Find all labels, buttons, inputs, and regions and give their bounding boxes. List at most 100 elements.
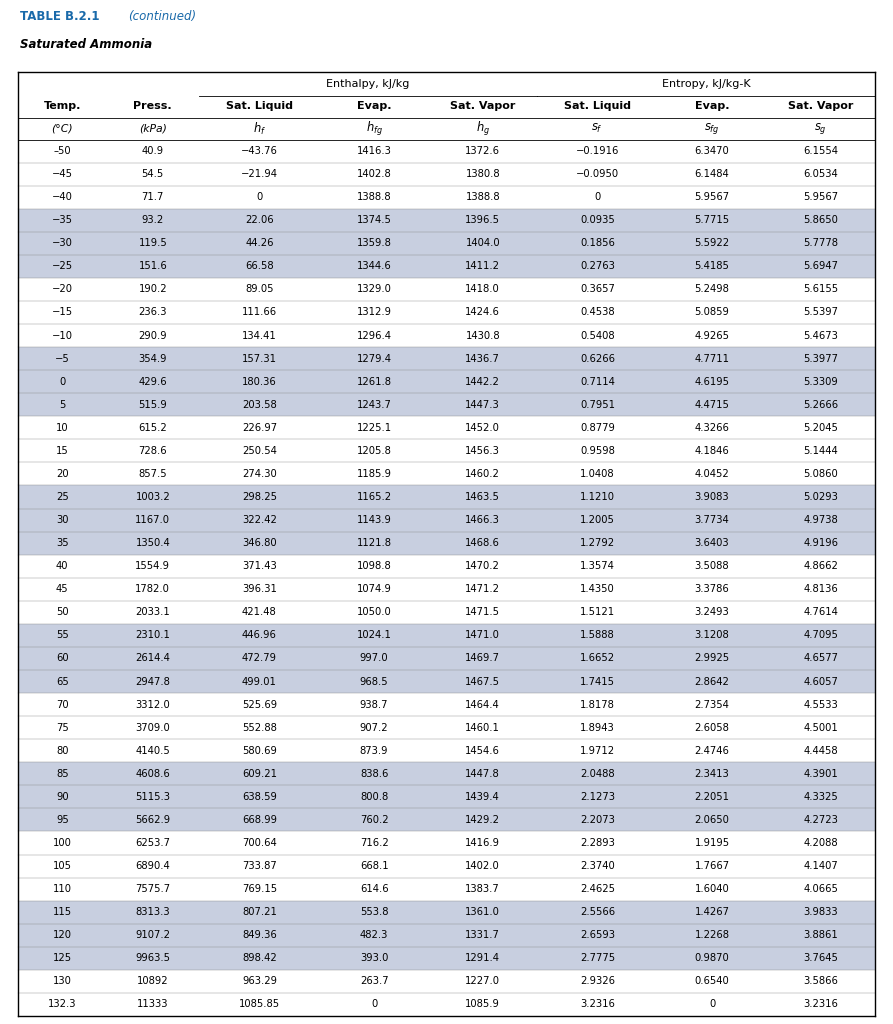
Text: −43.76: −43.76: [241, 146, 278, 156]
Text: 1374.5: 1374.5: [356, 215, 391, 225]
Text: 968.5: 968.5: [360, 677, 388, 686]
Text: 4.9738: 4.9738: [804, 515, 838, 525]
Text: 90: 90: [56, 792, 69, 802]
Text: 119.5: 119.5: [138, 239, 167, 248]
Text: 1442.2: 1442.2: [465, 377, 500, 387]
Text: 85: 85: [56, 769, 69, 779]
Text: 180.36: 180.36: [242, 377, 277, 387]
Text: 5.0860: 5.0860: [804, 469, 838, 479]
Text: 5.0859: 5.0859: [695, 307, 730, 317]
Text: 55: 55: [56, 631, 69, 640]
Text: 1312.9: 1312.9: [356, 307, 391, 317]
Text: 1468.6: 1468.6: [465, 539, 500, 548]
Text: 322.42: 322.42: [242, 515, 277, 525]
Text: 4.2723: 4.2723: [803, 815, 839, 825]
Text: 1460.2: 1460.2: [465, 469, 500, 479]
Text: 1227.0: 1227.0: [465, 977, 500, 986]
Bar: [18, 509, 875, 531]
Text: 0: 0: [59, 377, 65, 387]
Text: 20: 20: [56, 469, 69, 479]
Text: 5.8650: 5.8650: [803, 215, 839, 225]
Text: 1.6652: 1.6652: [580, 653, 615, 664]
Text: 89.05: 89.05: [246, 285, 273, 295]
Text: 1430.8: 1430.8: [465, 331, 500, 341]
Text: 50: 50: [56, 607, 69, 617]
Text: 4.6195: 4.6195: [695, 377, 730, 387]
Text: 1167.0: 1167.0: [135, 515, 171, 525]
Text: 1143.9: 1143.9: [356, 515, 391, 525]
Text: 760.2: 760.2: [360, 815, 388, 825]
Text: $h_f$: $h_f$: [253, 121, 266, 136]
Text: 120: 120: [53, 930, 71, 940]
Text: 274.30: 274.30: [242, 469, 277, 479]
Text: 1416.9: 1416.9: [465, 838, 500, 848]
Text: 3.7645: 3.7645: [803, 953, 839, 964]
Text: 1439.4: 1439.4: [465, 792, 500, 802]
Text: 5: 5: [59, 399, 65, 410]
Text: 5.3977: 5.3977: [803, 353, 839, 364]
Text: 0.0935: 0.0935: [580, 215, 614, 225]
Text: 1243.7: 1243.7: [356, 399, 391, 410]
Text: 2.7354: 2.7354: [695, 699, 730, 710]
Text: 1466.3: 1466.3: [465, 515, 500, 525]
Text: 6.1484: 6.1484: [695, 169, 730, 179]
Text: 1.4267: 1.4267: [695, 907, 730, 918]
Text: 6253.7: 6253.7: [135, 838, 171, 848]
Text: 1361.0: 1361.0: [465, 907, 500, 918]
Bar: [18, 901, 875, 924]
Text: 1261.8: 1261.8: [356, 377, 391, 387]
Text: 3.5088: 3.5088: [695, 561, 730, 571]
Text: 7575.7: 7575.7: [135, 884, 171, 894]
Text: 4.5001: 4.5001: [804, 723, 838, 733]
Text: $h_{fg}$: $h_{fg}$: [365, 120, 382, 137]
Text: 615.2: 615.2: [138, 423, 167, 433]
Text: 0: 0: [256, 193, 263, 202]
Text: 429.6: 429.6: [138, 377, 167, 387]
Text: 5.2666: 5.2666: [803, 399, 839, 410]
Bar: [18, 624, 875, 647]
Text: 132.3: 132.3: [48, 999, 77, 1010]
Text: 10: 10: [56, 423, 69, 433]
Text: 2.2051: 2.2051: [695, 792, 730, 802]
Text: 0.7114: 0.7114: [580, 377, 614, 387]
Text: 4.7095: 4.7095: [803, 631, 839, 640]
Text: 105: 105: [53, 861, 71, 871]
Text: 80: 80: [56, 745, 69, 756]
Text: 393.0: 393.0: [360, 953, 388, 964]
Text: 1.1210: 1.1210: [580, 492, 615, 502]
Text: 421.48: 421.48: [242, 607, 277, 617]
Text: 5.7715: 5.7715: [695, 215, 730, 225]
Text: 4.1846: 4.1846: [695, 445, 730, 456]
Text: −5: −5: [54, 353, 70, 364]
Text: 5.5922: 5.5922: [695, 239, 730, 248]
Text: 4.7614: 4.7614: [803, 607, 839, 617]
Text: 1460.1: 1460.1: [465, 723, 500, 733]
Text: 4.3325: 4.3325: [804, 792, 838, 802]
Text: 9963.5: 9963.5: [135, 953, 171, 964]
Text: 1411.2: 1411.2: [465, 261, 500, 271]
Text: 236.3: 236.3: [138, 307, 167, 317]
Text: 1.0408: 1.0408: [580, 469, 614, 479]
Text: TABLE B.2.1: TABLE B.2.1: [20, 10, 99, 23]
Text: 2.7775: 2.7775: [580, 953, 615, 964]
Text: 849.36: 849.36: [242, 930, 277, 940]
Bar: [18, 924, 875, 947]
Text: 1.5121: 1.5121: [580, 607, 615, 617]
Text: 4.4458: 4.4458: [804, 745, 838, 756]
Text: 25: 25: [56, 492, 69, 502]
Text: 1121.8: 1121.8: [356, 539, 391, 548]
Text: Press.: Press.: [133, 101, 172, 112]
Text: 130: 130: [53, 977, 71, 986]
Text: 4.6577: 4.6577: [803, 653, 839, 664]
Bar: [18, 670, 875, 693]
Text: 1205.8: 1205.8: [356, 445, 391, 456]
Text: 6890.4: 6890.4: [136, 861, 171, 871]
Text: 371.43: 371.43: [242, 561, 277, 571]
Text: 2.2073: 2.2073: [580, 815, 614, 825]
Text: 66.58: 66.58: [245, 261, 274, 271]
Text: 1471.5: 1471.5: [465, 607, 500, 617]
Text: 6.1554: 6.1554: [803, 146, 839, 156]
Text: 1471.2: 1471.2: [465, 585, 500, 594]
Text: 472.79: 472.79: [242, 653, 277, 664]
Text: 30: 30: [56, 515, 69, 525]
